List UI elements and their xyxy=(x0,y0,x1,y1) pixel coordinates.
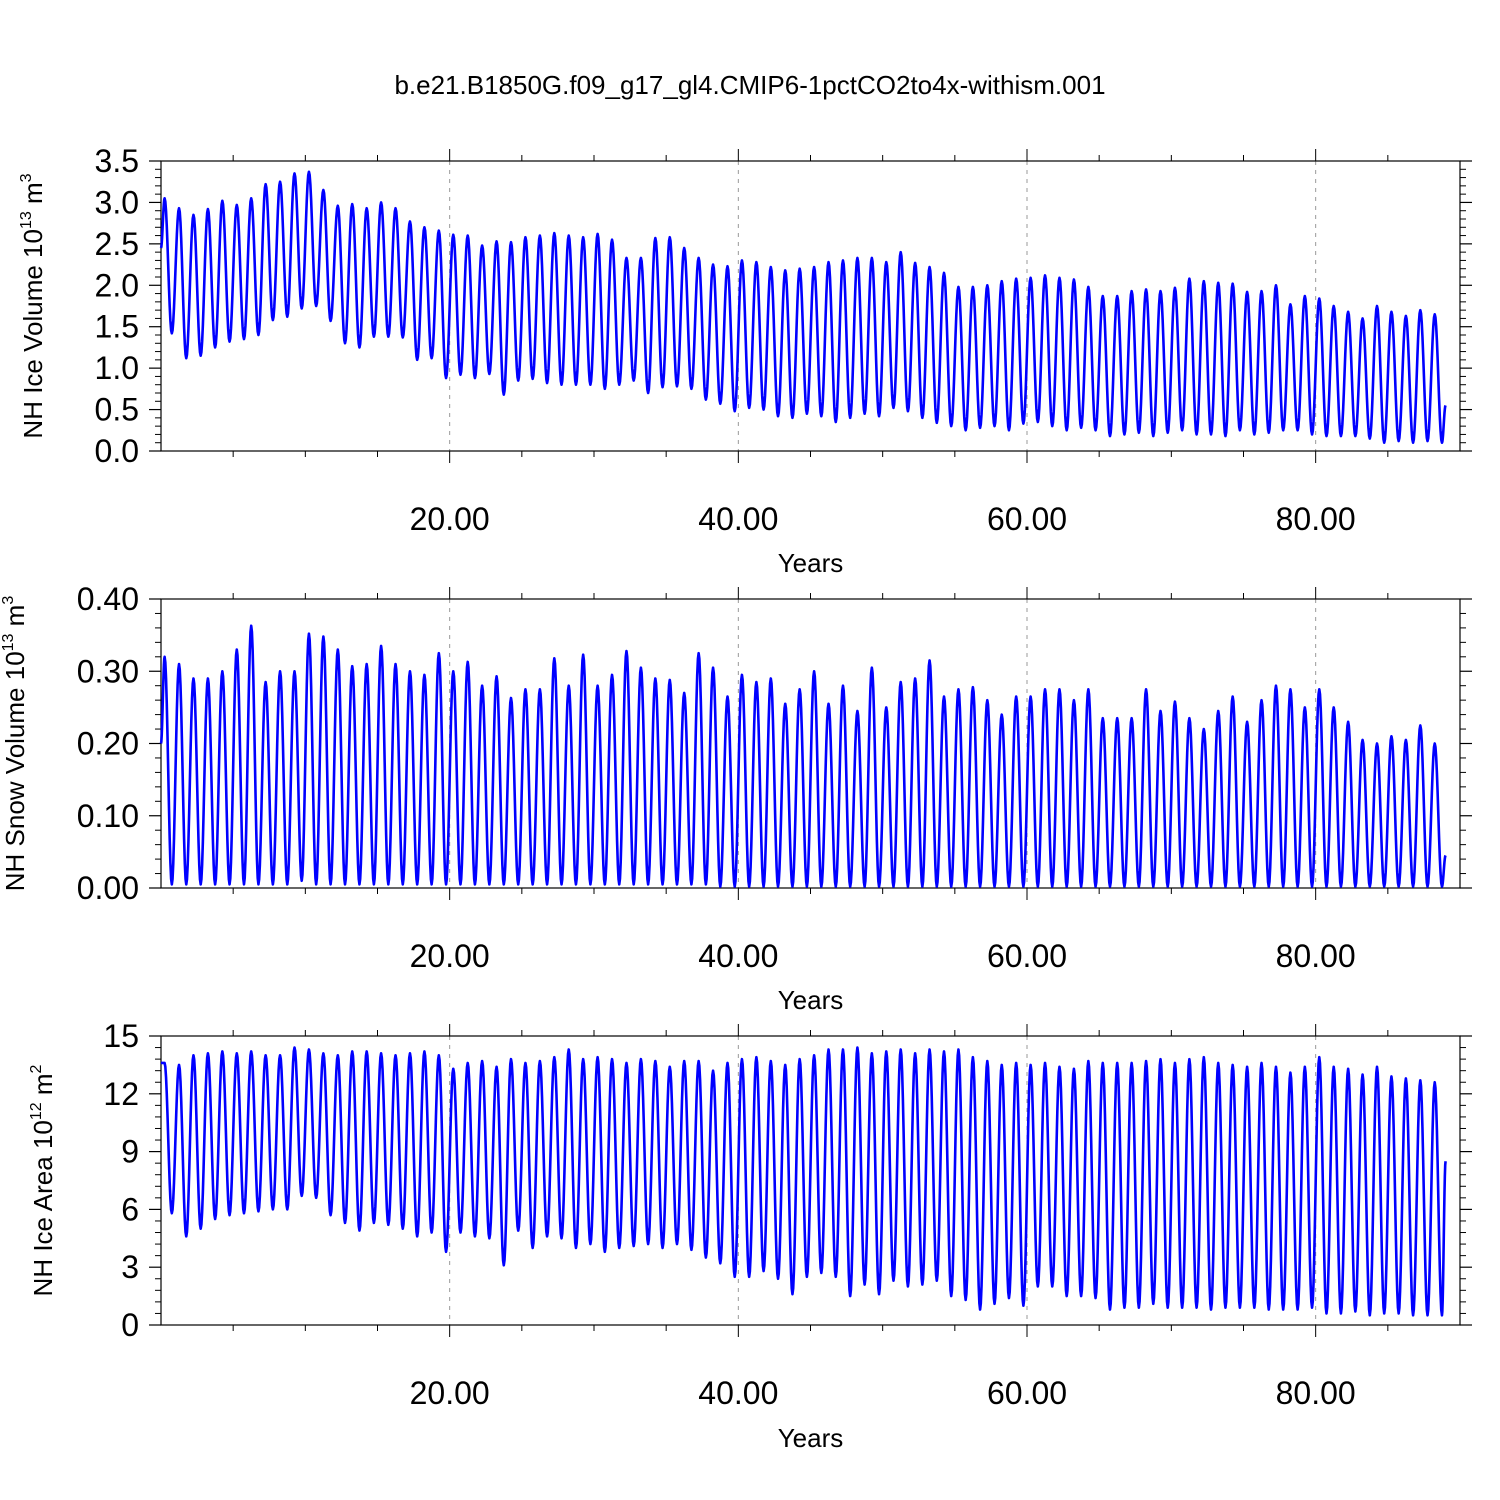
y-tick-label: 1.0 xyxy=(95,350,139,386)
y-tick-label: 0.30 xyxy=(77,653,139,689)
x-tick-label: 80.00 xyxy=(1276,1375,1356,1411)
y-tick-label: 2.5 xyxy=(95,226,139,262)
x-axis-title: Years xyxy=(778,548,844,578)
y-tick-label: 12 xyxy=(103,1076,139,1112)
y-tick-label: 1.5 xyxy=(95,309,139,345)
plot-frame xyxy=(160,160,1461,452)
y-tick-label: 6 xyxy=(121,1191,139,1227)
x-tick-label: 80.00 xyxy=(1276,501,1356,537)
y-tick-label: 0 xyxy=(121,1307,139,1343)
x-axis-title: Years xyxy=(778,985,844,1015)
x-tick-label: 60.00 xyxy=(987,501,1067,537)
y-tick-label: 0.10 xyxy=(77,798,139,834)
x-tick-label: 20.00 xyxy=(410,1375,490,1411)
x-tick-label: 40.00 xyxy=(698,501,778,537)
x-tick-label: 60.00 xyxy=(987,1375,1067,1411)
series-line xyxy=(159,624,1447,888)
y-tick-label: 0.40 xyxy=(77,581,139,617)
x-tick-label: 80.00 xyxy=(1276,938,1356,974)
chart-panel-1: 0.0 0.5 1.0 1.5 2.0 2.5 3.0 3.5 20.00 40.00 60.00 8… xyxy=(18,143,1472,578)
x-tick-label: 60.00 xyxy=(987,938,1067,974)
y-axis-title: NH Ice Volume 1013 m3 xyxy=(18,173,48,438)
x-tick-label: 40.00 xyxy=(698,1375,778,1411)
x-tick-label: 20.00 xyxy=(410,938,490,974)
y-tick-label: 3.0 xyxy=(95,184,139,220)
series-line xyxy=(159,170,1447,445)
y-tick-label: 9 xyxy=(121,1134,139,1170)
chart-panel-2: 0.00 0.10 0.20 0.30 0.40 20.00 40.00 60.00 80.00… xyxy=(0,581,1472,1015)
y-axis-title: NH Ice Area 1012 m2 xyxy=(28,1064,58,1296)
y-tick-label: 0.20 xyxy=(77,726,139,762)
chart-panel-3: 0 3 6 9 12 15 20.00 40.00 60.00 80.00 Years NH Ice … xyxy=(28,1018,1472,1453)
series-line xyxy=(160,1046,1447,1317)
y-tick-label: 3.5 xyxy=(95,143,139,179)
y-tick-label: 0.0 xyxy=(95,433,139,469)
y-tick-label: 3 xyxy=(121,1249,139,1285)
x-tick-label: 20.00 xyxy=(410,501,490,537)
y-tick-label: 0.5 xyxy=(95,392,139,428)
y-tick-label: 2.0 xyxy=(95,267,139,303)
plot-frame xyxy=(160,1035,1461,1326)
y-tick-label: 0.00 xyxy=(77,870,139,906)
figure-title: b.e21.B1850G.f09_g17_gl4.CMIP6-1pctCO2to… xyxy=(394,70,1106,100)
x-axis-title: Years xyxy=(778,1423,844,1453)
x-tick-label: 40.00 xyxy=(698,938,778,974)
y-tick-label: 15 xyxy=(103,1018,139,1054)
y-axis-title: NH Snow Volume 1013 m3 xyxy=(0,596,30,892)
